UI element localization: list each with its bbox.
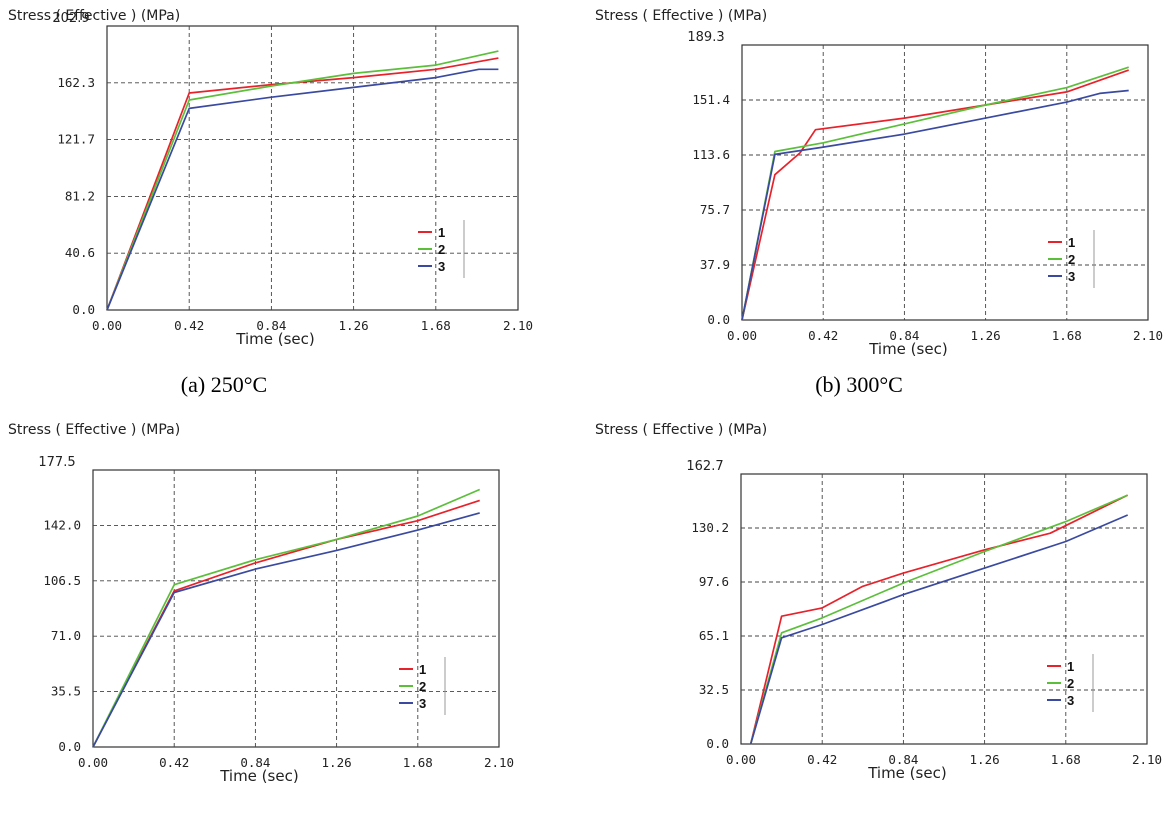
legend-label-3: 3 (1067, 693, 1074, 708)
x-tick-label: 1.26 (970, 752, 1000, 767)
x-tick-label: 2.10 (1132, 752, 1162, 767)
x-axis-label: Time (sec) (235, 330, 314, 348)
series-line-3 (92, 512, 480, 748)
y-tick-label: 81.2 (65, 188, 95, 203)
x-tick-label: 0.42 (807, 752, 837, 767)
x-tick-label: 1.68 (421, 318, 451, 333)
series-line-2 (106, 50, 499, 311)
legend-label-1: 1 (1068, 235, 1075, 250)
x-tick-label: 2.10 (484, 755, 514, 770)
y-tick-label: 0.0 (706, 736, 729, 751)
chart-panel-400c: Stress ( Effective ) (MPa) 0.0 32.5 65.1 97.… (587, 414, 1174, 828)
x-tick-label: 0.42 (174, 318, 204, 333)
y-tick-label: 151.4 (692, 92, 730, 107)
legend-label-2: 2 (419, 679, 426, 694)
plot-area (741, 44, 1149, 321)
panel-caption: (a) 250°C (181, 372, 267, 397)
y-tick-label: 142.0 (43, 517, 81, 532)
x-axis-label: Time (sec) (867, 764, 946, 782)
series-line-1 (106, 57, 499, 311)
y-axis-label: Stress ( Effective ) (MPa) (8, 8, 180, 24)
series-line-3 (741, 89, 1129, 321)
x-tick-label: 1.26 (322, 755, 352, 770)
x-tick-label: 0.84 (889, 328, 919, 343)
x-tick-label: 1.68 (1051, 752, 1081, 767)
chart-svg: Stress ( Effective ) (MPa)0.040.681.2121… (8, 8, 533, 397)
series-line-2 (741, 66, 1129, 321)
chart-panel-250c: Stress ( Effective ) (MPa) 0.0 40.6 81.2 121… (0, 0, 587, 414)
legend-label-3: 3 (438, 259, 445, 274)
y-axis-label: Stress ( Effective ) (MPa) (595, 422, 767, 438)
y-tick-label: 97.6 (699, 574, 729, 589)
y-tick-label: 162.7 (686, 459, 723, 474)
y-axis-label: Stress ( Effective ) (MPa) (595, 8, 767, 24)
chart-svg: Stress ( Effective ) (MPa) 0.0 35.5 71.0 106… (8, 422, 514, 785)
x-tick-label: 1.68 (1052, 328, 1082, 343)
x-tick-label: 0.42 (159, 755, 189, 770)
x-tick-label: 0.42 (808, 328, 838, 343)
legend-label-1: 1 (1067, 659, 1074, 674)
x-tick-label: 0.00 (92, 318, 122, 333)
x-tick-label: 1.68 (403, 755, 433, 770)
legend-label-2: 2 (438, 242, 445, 257)
chart-panel-350c: Stress ( Effective ) (MPa) 0.0 35.5 71.0 106… (0, 414, 587, 828)
legend-label-2: 2 (1068, 252, 1075, 267)
y-tick-label: 113.6 (692, 147, 730, 162)
series-line-3 (749, 514, 1129, 745)
x-tick-label: 0.84 (256, 318, 286, 333)
x-axis-label: Time (sec) (868, 340, 947, 358)
y-tick-label: 75.7 (700, 202, 730, 217)
y-tick-label: 35.5 (51, 684, 81, 699)
plot-area (740, 473, 1148, 745)
plot-area (106, 25, 519, 311)
legend-label-3: 3 (1068, 269, 1075, 284)
x-tick-label: 0.00 (726, 752, 756, 767)
x-tick-label: 2.10 (1133, 328, 1163, 343)
chart-panel-300c: Stress ( Effective ) (MPa) 0.0 37.9 75.7 113… (587, 0, 1174, 414)
series-line-1 (749, 494, 1129, 745)
legend-label-1: 1 (419, 662, 426, 677)
x-tick-label: 1.26 (339, 318, 369, 333)
x-tick-label: 0.00 (727, 328, 757, 343)
x-tick-label: 2.10 (503, 318, 533, 333)
y-tick-label: 37.9 (700, 257, 730, 272)
panel-caption: (b) 300°C (815, 372, 903, 397)
series-line-1 (741, 69, 1129, 321)
x-tick-label: 0.84 (888, 752, 918, 767)
plot-area (92, 469, 500, 748)
y-tick-label: 0.0 (72, 302, 95, 317)
x-tick-label: 0.00 (78, 755, 108, 770)
y-tick-label: 106.5 (43, 573, 81, 588)
chart-svg: Stress ( Effective ) (MPa) 0.0 32.5 65.1 97.… (595, 422, 1162, 782)
y-tick-label: 130.2 (691, 520, 729, 535)
chart-svg: Stress ( Effective ) (MPa) 0.0 37.9 75.7 113… (595, 8, 1163, 397)
y-tick-label: 162.3 (57, 75, 95, 90)
x-tick-label: 1.26 (971, 328, 1001, 343)
y-tick-label: 189.3 (687, 30, 724, 45)
series-line-2 (92, 488, 481, 748)
series-line-2 (749, 494, 1129, 745)
x-axis-label: Time (sec) (219, 767, 298, 785)
y-tick-label: 202.9 (52, 11, 89, 26)
y-tick-label: 40.6 (65, 245, 95, 260)
y-tick-label: 0.0 (707, 312, 730, 327)
y-tick-label: 0.0 (58, 739, 81, 754)
legend-label-1: 1 (438, 225, 445, 240)
legend-label-2: 2 (1067, 676, 1074, 691)
y-tick-label: 121.7 (57, 132, 95, 147)
y-axis-label: Stress ( Effective ) (MPa) (8, 422, 180, 438)
y-tick-label: 177.5 (38, 455, 75, 470)
y-tick-label: 71.0 (51, 628, 81, 643)
y-tick-label: 65.1 (699, 628, 729, 643)
y-tick-label: 32.5 (699, 682, 729, 697)
series-line-3 (106, 68, 499, 311)
legend-label-3: 3 (419, 696, 426, 711)
x-tick-label: 0.84 (240, 755, 270, 770)
